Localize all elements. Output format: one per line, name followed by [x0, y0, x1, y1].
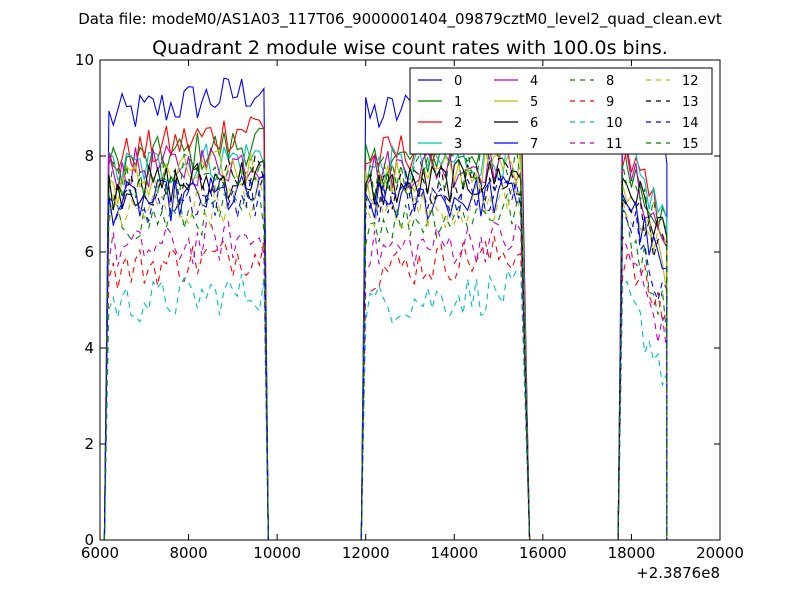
legend-label-8: 8 — [606, 74, 614, 89]
x-tick-label: 16000 — [519, 544, 567, 562]
legend-label-0: 0 — [454, 74, 462, 89]
series-line-5 — [103, 146, 668, 541]
series-line-4 — [103, 137, 668, 541]
x-offset-label: +2.3876e8 — [636, 564, 720, 582]
legend-label-13: 13 — [682, 95, 699, 110]
x-tick-label: 20000 — [696, 544, 744, 562]
series-line-13 — [103, 154, 668, 541]
series-line-6 — [103, 158, 668, 541]
x-tick-label: 10000 — [253, 544, 301, 562]
x-tick-label: 6000 — [81, 544, 119, 562]
x-tick-label: 12000 — [342, 544, 390, 562]
legend-label-3: 3 — [454, 137, 462, 152]
series-line-8 — [103, 189, 668, 541]
series-line-9 — [103, 235, 668, 541]
legend-box — [409, 67, 713, 155]
series-line-3 — [103, 135, 668, 541]
y-tick-label: 8 — [84, 147, 94, 165]
legend-label-11: 11 — [606, 137, 623, 152]
y-tick-label: 2 — [84, 435, 94, 453]
series-line-15 — [103, 146, 668, 541]
legend-label-14: 14 — [682, 116, 699, 131]
series-line-10 — [103, 268, 668, 541]
chart-suptitle: Data file: modeM0/AS1A03_117T06_90000014… — [78, 10, 722, 29]
legend-label-15: 15 — [682, 137, 699, 152]
x-tick-label: 14000 — [430, 544, 478, 562]
y-tick-label: 4 — [84, 339, 94, 357]
y-tick-label: 0 — [84, 531, 94, 549]
legend-label-2: 2 — [454, 116, 462, 131]
series-line-11 — [103, 220, 668, 541]
legend-label-1: 1 — [454, 95, 462, 110]
y-tick-label: 10 — [75, 51, 94, 69]
series-layer — [103, 74, 668, 541]
legend-label-10: 10 — [606, 116, 623, 131]
y-tick-label: 6 — [84, 243, 94, 261]
legend-label-12: 12 — [682, 74, 699, 89]
series-line-2 — [103, 104, 668, 541]
x-tick-label: 8000 — [169, 544, 207, 562]
legend-label-5: 5 — [530, 95, 538, 110]
series-line-14 — [103, 173, 668, 541]
chart-title: Quadrant 2 module wise count rates with … — [152, 37, 668, 59]
legend-label-6: 6 — [530, 116, 538, 131]
legend-label-4: 4 — [530, 74, 538, 89]
series-line-7 — [103, 174, 668, 541]
ticks-layer: 6000 8000 10000 12000 14000 16000 18000 20000 0 2… — [75, 51, 744, 562]
series-line-12 — [103, 180, 668, 541]
legend-label-9: 9 — [606, 95, 614, 110]
legend-label-7: 7 — [530, 137, 538, 152]
x-tick-label: 18000 — [608, 544, 656, 562]
plot-frame — [99, 59, 721, 541]
